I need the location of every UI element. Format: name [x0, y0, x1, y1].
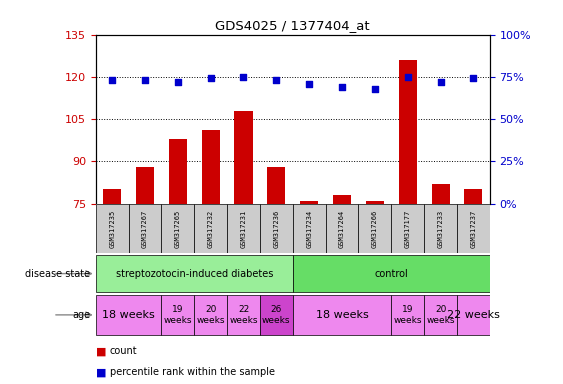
Text: GSM317232: GSM317232	[208, 209, 213, 248]
Text: ■: ■	[96, 367, 106, 377]
FancyBboxPatch shape	[424, 204, 457, 253]
Point	[338, 84, 347, 90]
Text: age: age	[72, 310, 90, 320]
Point	[141, 77, 150, 83]
Text: 22
weeks: 22 weeks	[229, 305, 258, 324]
Text: 18 weeks: 18 weeks	[316, 310, 368, 320]
Text: percentile rank within the sample: percentile rank within the sample	[110, 367, 275, 377]
Text: 20
weeks: 20 weeks	[426, 305, 455, 324]
Bar	[300, 201, 318, 204]
Text: 18 weeks: 18 weeks	[102, 310, 155, 320]
FancyBboxPatch shape	[424, 295, 457, 335]
Text: GSM317177: GSM317177	[405, 209, 410, 248]
Title: GDS4025 / 1377404_at: GDS4025 / 1377404_at	[216, 19, 370, 32]
Text: count: count	[110, 346, 137, 356]
Point	[436, 79, 445, 85]
FancyBboxPatch shape	[96, 295, 162, 335]
Text: 22 weeks: 22 weeks	[447, 310, 500, 320]
Text: disease state: disease state	[25, 268, 90, 279]
Point	[108, 77, 117, 83]
FancyBboxPatch shape	[227, 204, 260, 253]
Text: 19
weeks: 19 weeks	[394, 305, 422, 324]
Bar	[431, 184, 450, 204]
FancyBboxPatch shape	[96, 204, 128, 253]
Bar	[202, 130, 220, 204]
Bar	[464, 189, 482, 204]
Point	[206, 75, 215, 81]
Bar	[267, 167, 285, 204]
FancyBboxPatch shape	[391, 295, 424, 335]
Bar	[399, 60, 417, 204]
Point	[305, 81, 314, 87]
FancyBboxPatch shape	[194, 204, 227, 253]
Bar	[333, 195, 351, 204]
Text: GSM317266: GSM317266	[372, 209, 378, 248]
Bar	[103, 189, 121, 204]
Text: GSM317233: GSM317233	[437, 209, 444, 248]
Point	[272, 77, 281, 83]
Text: GSM317265: GSM317265	[175, 209, 181, 248]
FancyBboxPatch shape	[391, 204, 424, 253]
Point	[239, 74, 248, 80]
FancyBboxPatch shape	[293, 204, 325, 253]
FancyBboxPatch shape	[260, 204, 293, 253]
Point	[173, 79, 182, 85]
Point	[469, 75, 478, 81]
FancyBboxPatch shape	[457, 204, 490, 253]
FancyBboxPatch shape	[260, 295, 293, 335]
Text: control: control	[374, 268, 408, 279]
Text: ■: ■	[96, 346, 106, 356]
Text: GSM317236: GSM317236	[274, 209, 279, 248]
Bar	[234, 111, 253, 204]
FancyBboxPatch shape	[96, 255, 293, 292]
Text: GSM317264: GSM317264	[339, 209, 345, 248]
FancyBboxPatch shape	[457, 295, 490, 335]
FancyBboxPatch shape	[128, 204, 162, 253]
Bar	[366, 201, 384, 204]
Text: GSM317234: GSM317234	[306, 209, 312, 248]
Text: 19
weeks: 19 weeks	[164, 305, 192, 324]
FancyBboxPatch shape	[162, 295, 194, 335]
FancyBboxPatch shape	[194, 295, 227, 335]
FancyBboxPatch shape	[325, 204, 359, 253]
FancyBboxPatch shape	[293, 295, 391, 335]
Text: streptozotocin-induced diabetes: streptozotocin-induced diabetes	[115, 268, 273, 279]
Text: 20
weeks: 20 weeks	[196, 305, 225, 324]
FancyBboxPatch shape	[227, 295, 260, 335]
FancyBboxPatch shape	[162, 204, 194, 253]
Point	[403, 74, 412, 80]
Text: GSM317231: GSM317231	[240, 209, 247, 248]
FancyBboxPatch shape	[293, 255, 490, 292]
Text: GSM317237: GSM317237	[471, 209, 476, 248]
Bar	[136, 167, 154, 204]
FancyBboxPatch shape	[359, 204, 391, 253]
Text: GSM317235: GSM317235	[109, 209, 115, 248]
Text: GSM317267: GSM317267	[142, 209, 148, 248]
Bar	[169, 139, 187, 204]
Point	[370, 86, 379, 92]
Text: 26
weeks: 26 weeks	[262, 305, 291, 324]
